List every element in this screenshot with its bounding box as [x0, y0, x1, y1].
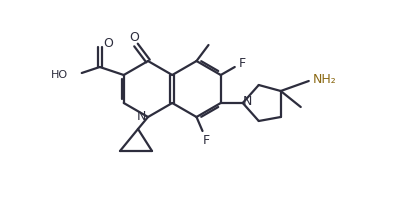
Text: HO: HO — [51, 70, 68, 80]
Text: O: O — [103, 36, 113, 49]
Text: N: N — [243, 95, 253, 108]
Text: N: N — [136, 110, 146, 123]
Text: O: O — [129, 30, 139, 43]
Text: NH₂: NH₂ — [313, 73, 337, 85]
Text: F: F — [203, 135, 210, 147]
Text: F: F — [239, 56, 246, 69]
